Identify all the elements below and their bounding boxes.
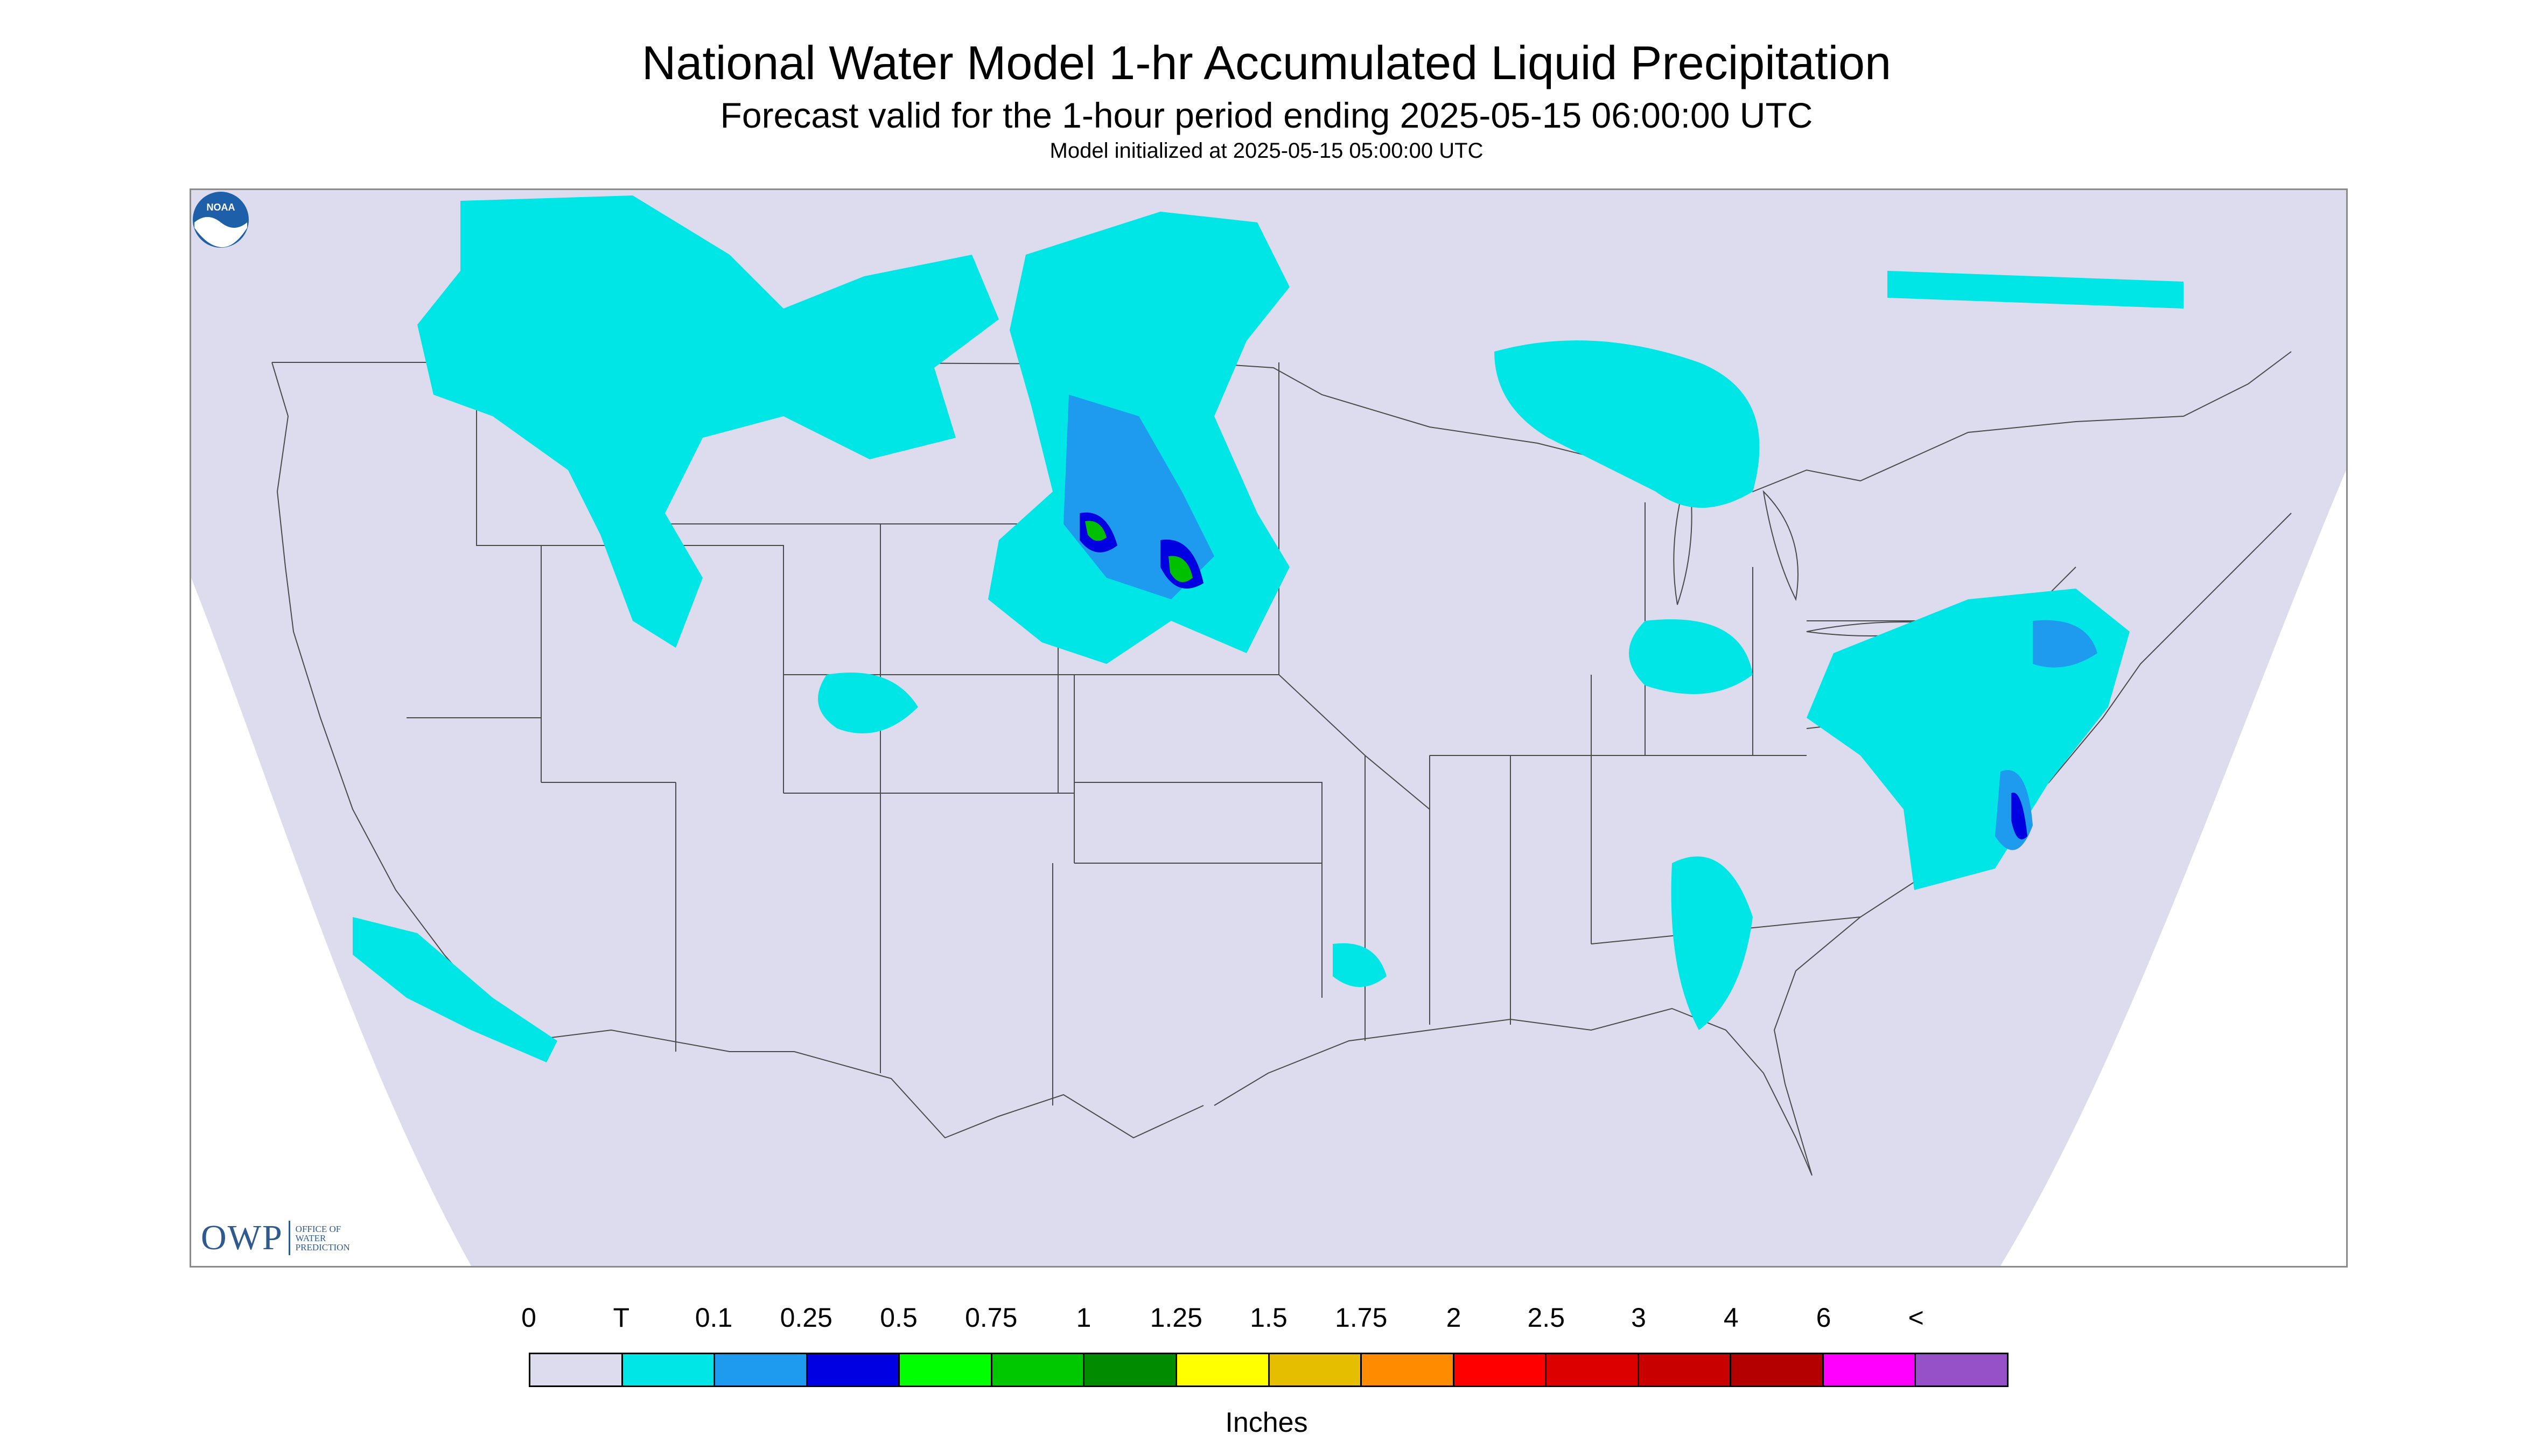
map-title: National Water Model 1-hr Accumulated Li… (641, 36, 1892, 89)
precip-western-cluster (818, 673, 918, 733)
legend-swatch (1731, 1354, 1824, 1385)
map-canvas (191, 190, 2346, 1266)
domain-outside-right (2000, 190, 2346, 1266)
legend-swatch (992, 1354, 1085, 1385)
legend-swatch (622, 1354, 716, 1385)
noaa-logo-text: NOAA (207, 202, 235, 213)
precip-color-legend (529, 1353, 2009, 1387)
legend-units: Inches (1225, 1407, 1308, 1438)
owp-logo-divider (288, 1221, 290, 1255)
legend-swatch (715, 1354, 808, 1385)
legend-swatch (1362, 1354, 1454, 1385)
precip-california-coast (353, 917, 557, 1062)
legend-tick-label: 0.5 (880, 1303, 918, 1333)
precip-great-lakes (1494, 340, 1760, 508)
gulf-coast (1214, 513, 2292, 1176)
legend-tick-label: 1 (1076, 1303, 1091, 1333)
legend-swatch (1916, 1354, 2007, 1385)
precip-northwest (417, 195, 999, 648)
legend-tick-label: 2 (1446, 1303, 1461, 1333)
legend-swatch (1177, 1354, 1270, 1385)
legend-tick-label: 0.25 (780, 1303, 832, 1333)
precip-ohio-valley (1629, 619, 1753, 694)
legend-tick-label: T (613, 1303, 630, 1333)
legend-tick-label: 1.25 (1150, 1303, 1202, 1333)
legend-tick-label: 1.75 (1335, 1303, 1388, 1333)
legend-swatch (1823, 1354, 1916, 1385)
legend-tick-label: 0.1 (695, 1303, 733, 1333)
us-mexico-border (524, 1029, 1204, 1139)
legend-swatch (1639, 1354, 1732, 1385)
model-init-text: Model initialized at 2025-05-15 05:00:00… (1049, 139, 1484, 163)
legend-swatch (900, 1354, 992, 1385)
legend-tick-label: 0.75 (965, 1303, 1018, 1333)
precip-lower-mississippi (1333, 943, 1387, 987)
legend-swatch (807, 1354, 900, 1385)
legend-tick-label: 3 (1631, 1303, 1646, 1333)
legend-swatch (1084, 1354, 1177, 1385)
owp-logo-letters: OWP (201, 1218, 283, 1257)
precip-heavy-3 (2011, 793, 2027, 839)
precip-very-heavy-1 (1085, 521, 1107, 541)
precip-very-heavy-2 (1168, 556, 1193, 582)
noaa-logo: NOAA (193, 192, 249, 248)
owp-logo: OWP OFFICE OF WATER PREDICTION (201, 1217, 355, 1258)
legend-swatch (1269, 1354, 1362, 1385)
legend-swatch (1454, 1354, 1547, 1385)
legend-tick-label: < (1908, 1303, 1924, 1333)
legend-tick-label: 2.5 (1527, 1303, 1565, 1333)
owp-logo-name: OFFICE OF WATER PREDICTION (295, 1223, 350, 1252)
legend-tick-label: 0 (521, 1303, 536, 1333)
precipitation-map: OWP OFFICE OF WATER PREDICTION NOAA (190, 188, 2348, 1268)
domain-outside-left (191, 190, 471, 1266)
legend-swatch (1547, 1354, 1639, 1385)
legend-tick-label: 6 (1816, 1303, 1831, 1333)
map-subtitle: Forecast valid for the 1-hour period end… (720, 95, 1813, 135)
legend-tick-label: 1.5 (1250, 1303, 1288, 1333)
precip-very-heavy-areas (1085, 521, 1193, 582)
legend-swatch (530, 1354, 623, 1385)
legend-tick-label: 4 (1723, 1303, 1739, 1333)
precip-northeast-mid (2033, 620, 2097, 668)
precip-canada-band (1887, 271, 2184, 309)
precip-southeast (1671, 856, 1753, 1030)
precip-trace-areas (353, 195, 2184, 1062)
